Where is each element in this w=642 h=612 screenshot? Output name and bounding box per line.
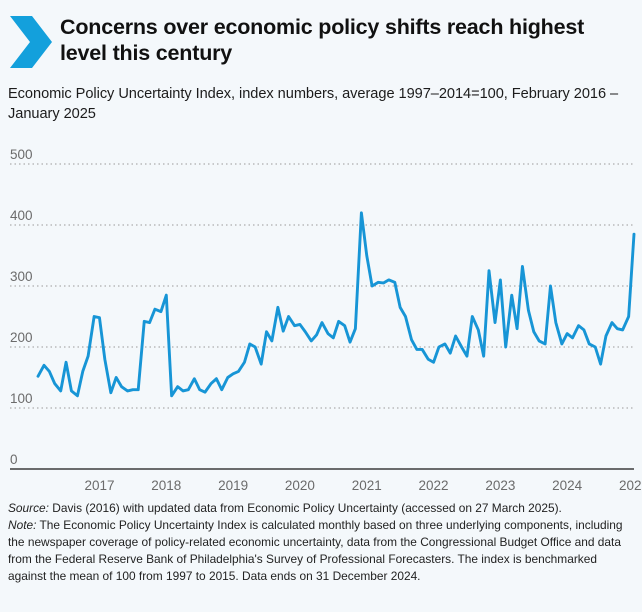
source-label: Source: [8,501,49,516]
gridlines [10,163,634,409]
x-tick-label: 2022 [419,478,449,493]
x-tick-label: 2019 [218,478,248,493]
y-tick-label: 500 [10,147,33,162]
footnotes: Source: Davis (2016) with updated data f… [8,500,634,585]
x-tick-label: 2020 [285,478,315,493]
x-tick-label: 2017 [84,478,114,493]
chart-area: 0 100 200 300 400 500 2017 2018 2019 2020 2021 202… [0,134,642,494]
y-tick-label: 100 [10,391,33,406]
note-label: Note: [8,518,37,533]
y-tick-label: 400 [10,208,33,223]
y-tick-label: 300 [10,269,33,284]
method-note: Note: The Economic Policy Uncertainty In… [8,517,634,585]
chevron-right-icon [10,16,52,68]
page-title: Concerns over economic policy shifts rea… [60,15,585,66]
source-text: Davis (2016) with updated data from Econ… [48,501,562,516]
x-tick-label: 2018 [151,478,181,493]
y-axis-labels: 0 100 200 300 400 500 [10,147,33,467]
x-tick-label: 2024 [552,478,583,493]
y-tick-label: 200 [10,330,33,345]
line-chart: 0 100 200 300 400 500 2017 2018 2019 2020 2021 202… [10,147,642,493]
source-note: Source: Davis (2016) with updated data f… [8,500,634,517]
y-tick-label: 0 [10,452,18,467]
note-text: The Economic Policy Uncertainty Index is… [8,518,623,583]
x-tick-label: 2025 [619,478,642,493]
x-tick-label: 2023 [485,478,515,493]
x-axis-labels: 2017 2018 2019 2020 2021 2022 2023 2024 2025 [84,478,642,493]
chart-subtitle: Economic Policy Uncertainty Index, index… [8,86,619,123]
chart-header: Concerns over economic policy shifts rea… [0,0,642,70]
data-series-line [36,211,636,398]
x-tick-label: 2021 [352,478,382,493]
title-block: Concerns over economic policy shifts rea… [60,12,628,66]
